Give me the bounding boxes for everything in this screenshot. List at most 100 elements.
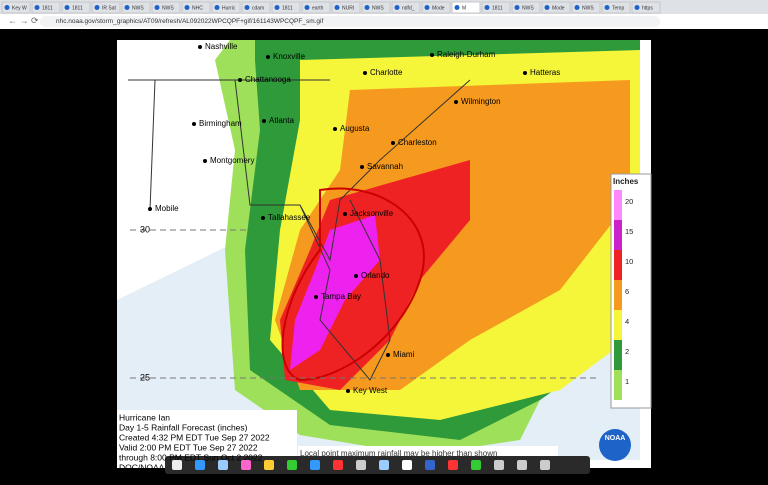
city-label: Birmingham [199, 119, 242, 128]
tab[interactable] [61, 1, 91, 14]
tab[interactable] [481, 1, 511, 14]
tool-icon[interactable] [379, 460, 389, 470]
legend-tick: 15 [625, 227, 633, 236]
url-field[interactable] [40, 16, 660, 27]
tool-icon[interactable] [287, 460, 297, 470]
tab[interactable] [121, 1, 151, 14]
tab[interactable] [181, 1, 211, 14]
city-label: Charlotte [370, 68, 403, 77]
tool-icon[interactable] [241, 460, 251, 470]
tab[interactable] [631, 1, 661, 14]
tab-label: 1811 [42, 5, 53, 11]
latitude-label: 25 [140, 372, 150, 382]
tool-icon[interactable] [425, 460, 435, 470]
city-label: Jacksonville [350, 209, 394, 218]
tab[interactable] [271, 1, 301, 14]
back-button[interactable]: ← → ⟳ [8, 15, 39, 25]
tool-icon[interactable] [448, 460, 458, 470]
caption-line: Valid 2:00 PM EDT Tue Sep 27 2022 [119, 442, 258, 452]
city-label: Miami [393, 350, 415, 359]
tool-icon[interactable] [310, 460, 320, 470]
tab-icon [514, 5, 520, 10]
tab-label: ndfd_ [402, 5, 415, 11]
tool-icon[interactable] [540, 460, 550, 470]
tab-icon [364, 5, 370, 10]
tab[interactable] [541, 1, 571, 14]
tab-label: 1811 [72, 5, 83, 11]
tab-icon [574, 5, 580, 10]
legend-tick: 4 [625, 317, 629, 326]
legend-swatch [614, 220, 622, 250]
city-label: Atlanta [269, 116, 294, 125]
tool-icon[interactable] [218, 460, 228, 470]
tab-label: Key W [12, 5, 27, 11]
city-dot [333, 127, 337, 131]
legend-swatch [614, 190, 622, 220]
city-label: Wilmington [461, 97, 501, 106]
tool-icon[interactable] [402, 460, 412, 470]
legend-swatch [614, 310, 622, 340]
tab[interactable] [31, 1, 61, 14]
tab-label: IR Sat [102, 5, 117, 11]
tab[interactable] [511, 1, 541, 14]
tab[interactable] [361, 1, 391, 14]
tab-label: 1811 [492, 5, 503, 11]
caption-line: DOC/NOAA [119, 462, 165, 472]
caption-line: Day 1-5 Rainfall Forecast (inches) [119, 422, 248, 432]
tab[interactable] [241, 1, 271, 14]
tool-icon[interactable] [333, 460, 343, 470]
tab-icon [34, 5, 40, 10]
map-image: 30 25 Inches Local point maximum rainfal… [117, 40, 652, 468]
tab-icon [184, 5, 190, 10]
city-dot [148, 207, 152, 211]
city-label: Savannah [367, 162, 403, 171]
tab-icon [454, 5, 460, 10]
tab[interactable] [1, 1, 31, 14]
tool-icon[interactable] [356, 460, 366, 470]
tab-icon [4, 5, 10, 10]
tab-label: NWS [132, 5, 144, 11]
city-dot [238, 78, 242, 82]
legend-swatch [614, 250, 622, 280]
city-label: Charleston [398, 138, 437, 147]
tab-label: cdam [252, 5, 264, 11]
tab[interactable] [151, 1, 181, 14]
tool-icon[interactable] [494, 460, 504, 470]
tab-label: https [642, 5, 653, 11]
tab-icon [214, 5, 220, 10]
city-dot [354, 274, 358, 278]
tab-label: NURI [342, 5, 354, 11]
tab-icon [94, 5, 100, 10]
tab[interactable] [571, 1, 601, 14]
tool-icon[interactable] [517, 460, 527, 470]
tab-label: earth [312, 5, 324, 11]
city-label: Key West [353, 386, 388, 395]
note: Local point maximum rainfall may be high… [300, 449, 497, 458]
tool-icon[interactable] [195, 460, 205, 470]
legend-swatch [614, 340, 622, 370]
tab[interactable] [91, 1, 121, 14]
tab-icon [154, 5, 160, 10]
tab[interactable] [601, 1, 631, 14]
city-label: Nashville [205, 42, 238, 51]
tab-label: NWS [162, 5, 174, 11]
tab[interactable] [451, 1, 481, 14]
tab[interactable] [331, 1, 361, 14]
city-label: Mobile [155, 204, 179, 213]
borders [128, 79, 471, 381]
tab[interactable] [391, 1, 421, 14]
tab[interactable] [421, 1, 451, 14]
tool-icon[interactable] [471, 460, 481, 470]
tool-icon[interactable] [264, 460, 274, 470]
city-dot [523, 71, 527, 75]
legend-tick: 1 [625, 377, 629, 386]
city-dot [266, 55, 270, 59]
tab-icon [274, 5, 280, 10]
city-label: Tampa Bay [321, 292, 361, 301]
tab[interactable] [301, 1, 331, 14]
city-dot [192, 122, 196, 126]
city-dot [346, 389, 350, 393]
tool-icon[interactable] [172, 460, 182, 470]
city-dot [343, 212, 347, 216]
tab[interactable] [211, 1, 241, 14]
